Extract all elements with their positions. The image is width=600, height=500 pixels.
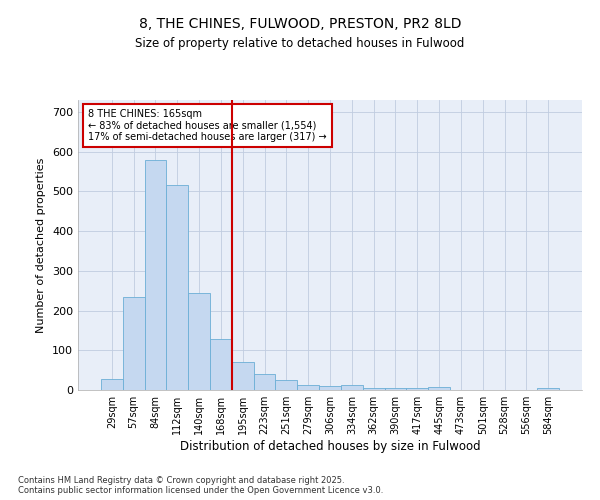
Text: 8, THE CHINES, FULWOOD, PRESTON, PR2 8LD: 8, THE CHINES, FULWOOD, PRESTON, PR2 8LD — [139, 18, 461, 32]
Text: Contains HM Land Registry data © Crown copyright and database right 2025.
Contai: Contains HM Land Registry data © Crown c… — [18, 476, 383, 495]
Bar — [101, 379, 123, 390]
Bar — [166, 186, 188, 390]
Bar — [385, 388, 406, 390]
Bar — [123, 298, 145, 390]
Bar — [232, 362, 254, 390]
Bar — [537, 388, 559, 390]
Bar — [145, 160, 166, 390]
Text: Size of property relative to detached houses in Fulwood: Size of property relative to detached ho… — [136, 38, 464, 51]
X-axis label: Distribution of detached houses by size in Fulwood: Distribution of detached houses by size … — [179, 440, 481, 453]
Bar — [319, 386, 341, 390]
Bar — [254, 374, 275, 390]
Bar — [428, 387, 450, 390]
Bar — [210, 339, 232, 390]
Bar — [275, 380, 297, 390]
Y-axis label: Number of detached properties: Number of detached properties — [37, 158, 46, 332]
Text: 8 THE CHINES: 165sqm
← 83% of detached houses are smaller (1,554)
17% of semi-de: 8 THE CHINES: 165sqm ← 83% of detached h… — [88, 108, 327, 142]
Bar — [297, 385, 319, 390]
Bar — [363, 388, 385, 390]
Bar — [188, 294, 210, 390]
Bar — [406, 388, 428, 390]
Bar — [341, 385, 363, 390]
